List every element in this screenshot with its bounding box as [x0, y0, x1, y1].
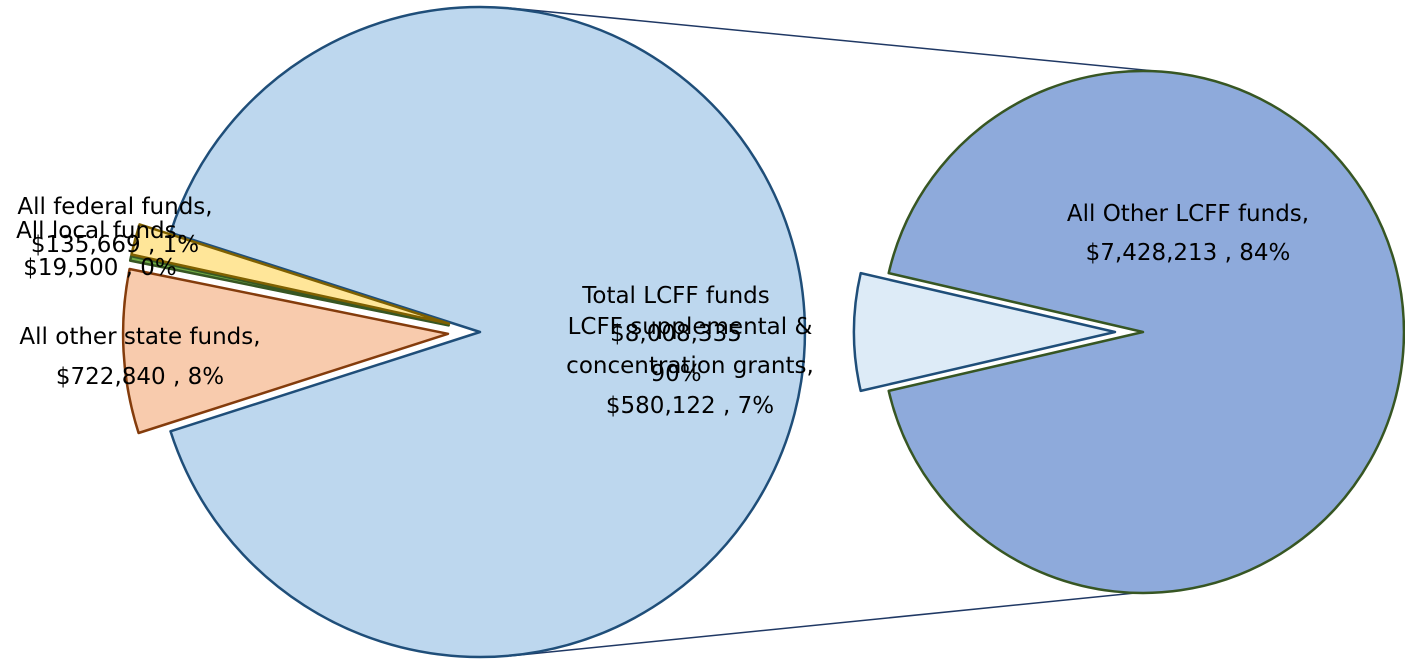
slice-label-state-name: All other state funds, [19, 324, 260, 350]
slice-all-local-funds [128, 254, 450, 327]
slice-label-total-lcff-name: Total LCFF funds [581, 283, 770, 309]
slice-label-other-lcff-value: $7,428,213 , 84% [1086, 240, 1291, 266]
slice-label-supplemental-name: LCFF supplemental & [568, 314, 813, 340]
slice-all-other-state-funds [121, 267, 450, 435]
slice-label-supplemental-value: $580,122 , 7% [606, 393, 774, 419]
connector-lines [509, 7, 1166, 657]
slice-all-other-lcff-funds [887, 69, 1405, 595]
slice-label-federal-value: $135,669 , 1% [31, 232, 199, 258]
slice-label-local-value: $19,500 , 0% [23, 255, 177, 281]
slice-label-local-name: All local funds, [16, 218, 184, 244]
connector-line-top [509, 7, 1166, 73]
slice-label-federal-name: All federal funds, [17, 194, 212, 220]
slice-label-state-value: $722,840 , 8% [56, 364, 224, 390]
connector-line-bottom [509, 589, 1166, 657]
labels: Total LCFF funds $8,008,335 90% LCFF sup… [16, 194, 1309, 419]
slice-all-federal-funds [130, 223, 451, 325]
slice-label-total-lcff-value: $8,008,335 [610, 321, 742, 347]
slice-total-lcff-funds [169, 5, 807, 659]
slice-label-supplemental-name-line2: concentration grants, [566, 353, 814, 379]
slice-label-other-lcff-name: All Other LCFF funds, [1067, 201, 1309, 227]
main-pie [121, 5, 807, 659]
slice-lcff-supplemental-concentration-grants [852, 271, 1117, 393]
secondary-pie [852, 69, 1405, 595]
slice-label-total-lcff-percent: 90% [650, 361, 701, 387]
